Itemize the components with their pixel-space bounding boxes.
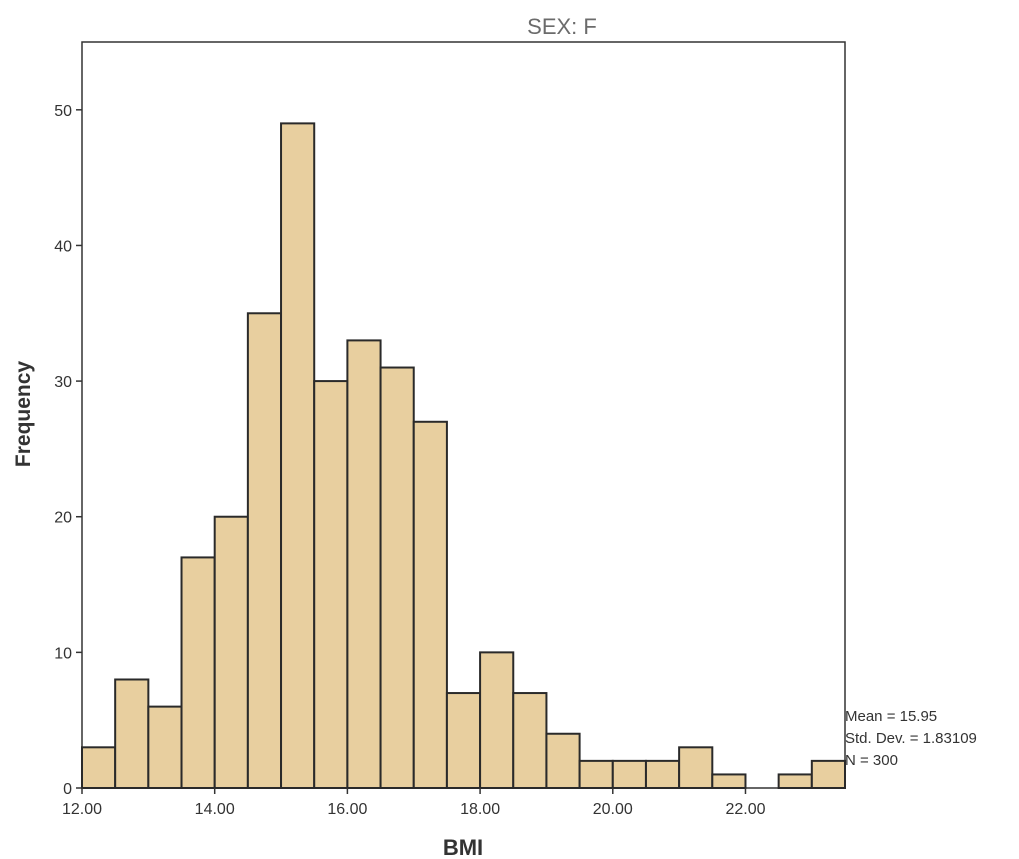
histogram-bar — [379, 366, 415, 789]
y-tick-label: 40 — [54, 238, 72, 255]
x-axis: 12.00 14.00 16.00 18.00 20.00 22.00 — [62, 788, 766, 818]
histogram-bar — [545, 732, 581, 790]
x-tick-label: 16.00 — [327, 801, 367, 818]
y-axis-label: Frequency — [12, 361, 35, 468]
histogram-bar — [346, 339, 382, 789]
mean-label: Mean = 15.95 — [845, 708, 938, 725]
histogram-bar — [644, 759, 681, 790]
y-tick-label: 50 — [54, 103, 72, 120]
x-tick-label: 20.00 — [593, 801, 633, 818]
histogram-bar — [777, 773, 813, 789]
y-tick-label: 20 — [54, 510, 72, 527]
histogram-bar — [711, 773, 747, 789]
histogram-bar — [280, 122, 316, 789]
x-tick-label: 18.00 — [460, 801, 500, 818]
histogram-bar — [412, 420, 448, 789]
histogram-bar — [213, 515, 249, 790]
chart-title: SEX: F — [527, 14, 597, 39]
std-dev-label: Std. Dev. = 1.83109 — [845, 730, 977, 747]
x-tick-label: 22.00 — [725, 801, 765, 818]
y-tick-label: 30 — [54, 374, 72, 391]
histogram-bar — [678, 746, 714, 789]
histogram-bar — [114, 678, 150, 789]
histogram-bar — [313, 380, 349, 789]
histogram-bar — [445, 692, 482, 790]
histogram-bar — [81, 746, 117, 789]
x-tick-label: 12.00 — [62, 801, 102, 818]
histogram-bar — [479, 651, 515, 790]
histogram-bar — [810, 759, 847, 790]
bars-group — [81, 122, 847, 790]
histogram-bar — [147, 705, 183, 789]
summary-statistics: Mean = 15.95 Std. Dev. = 1.83109 N = 300 — [845, 706, 977, 772]
y-tick-label: 10 — [54, 645, 72, 662]
histogram-bar — [512, 692, 548, 790]
histogram-bar — [611, 759, 647, 790]
histogram-bar — [578, 759, 614, 790]
x-axis-label: BMI — [443, 835, 483, 859]
histogram-bar — [246, 312, 283, 789]
n-label: N = 300 — [845, 752, 898, 769]
y-tick-label: 0 — [63, 781, 72, 798]
y-axis: 0 10 20 30 40 50 — [54, 103, 82, 798]
x-tick-label: 14.00 — [195, 801, 235, 818]
histogram-bar — [180, 556, 216, 789]
